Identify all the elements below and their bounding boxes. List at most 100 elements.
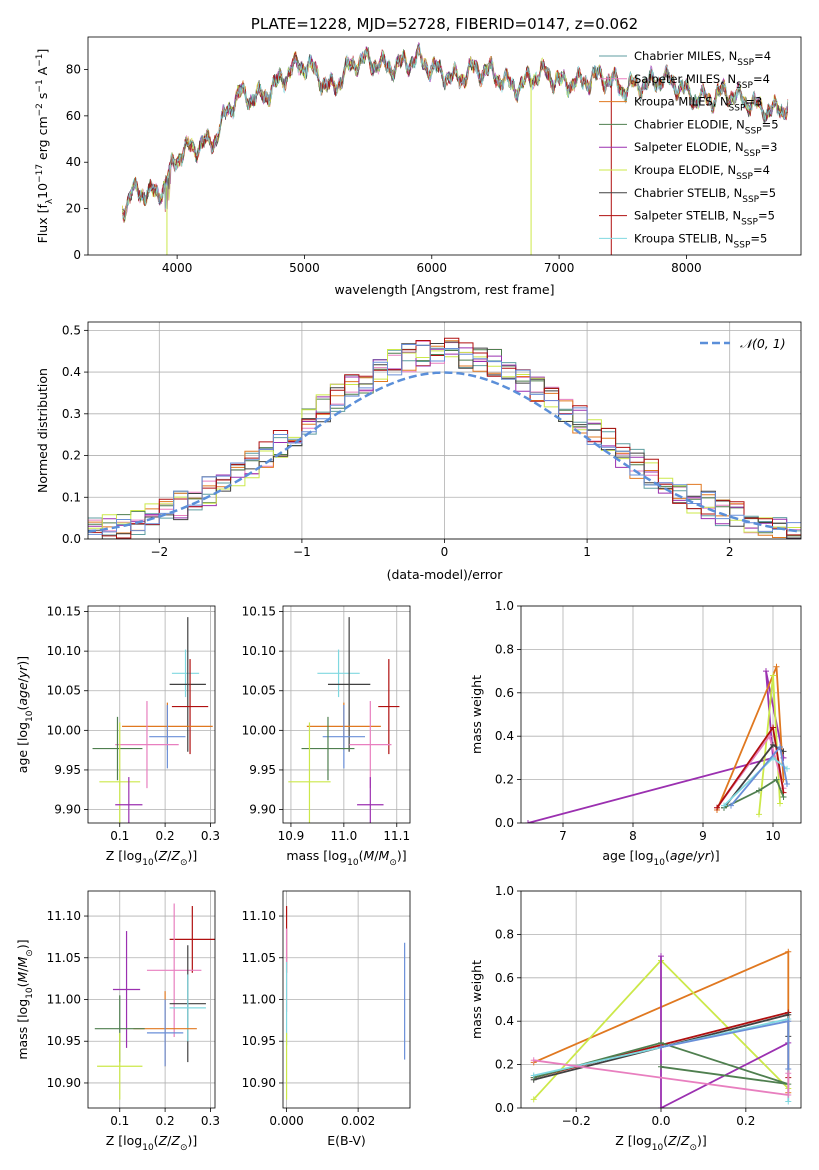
y-axis-label: mass [log10(M/M⊙)] [15,939,35,1059]
weight-line [533,1041,789,1085]
error-bar [149,704,186,769]
error-bar [327,617,371,752]
y-tick-label: 10.05 [242,684,276,698]
y-tick-label: 0.2 [62,449,81,463]
plot-area [285,906,406,1100]
y-axis-label: mass weight [469,960,484,1039]
residual-histogram-panel: −2 −1 0 1 2 0.0 0.1 0.2 0.3 0.4 0.5 (data-model)/er… [35,321,802,582]
y-tick-label: 0.1 [62,490,81,504]
error-bar [322,704,366,769]
y-tick-label: 10.10 [242,644,276,658]
weight-marker [785,1018,792,1025]
x-tick-label: 0.3 [201,829,220,843]
error-bar [349,701,392,789]
x-tick-label: 0.0 [651,1114,670,1128]
error-bar [169,974,206,1042]
legend-label: Salpeter STELIB, NSSP=5 [634,209,775,228]
weight-line [723,778,785,809]
y-tick-label: 11.00 [242,993,276,1007]
ticks: −2 −1 0 1 2 0.0 0.1 0.2 0.3 0.4 0.5 [62,323,734,559]
y-tick-label: 10.00 [47,723,81,737]
x-tick-label: 7000 [544,261,575,275]
x-axis-label: Z [log10(Z/Z⊙)] [615,1133,707,1153]
y-tick-label: 0.0 [495,816,514,830]
x-tick-label: 10.9 [278,829,305,843]
mass-vs-extinction-panel: 0.000 0.002 10.90 10.95 11.00 11.05 11.10 E(B-V… [242,890,411,1148]
y-axis-label: mass weight [469,675,484,754]
ticks: 7 8 9 10 0.0 0.2 0.4 0.6 0.8 1.0 [495,599,781,843]
weight-marker [530,1057,537,1064]
legend-label: Salpeter MILES, NSSP=4 [634,72,770,91]
error-bar [99,722,141,823]
weight-marker [525,820,531,823]
error-bar [169,906,215,973]
y-tick-label: 10.95 [47,1034,81,1048]
weight-marker [658,953,664,960]
plot-area [122,42,789,255]
error-bar [97,1032,143,1100]
y-tick-label: 0.0 [62,532,81,546]
weight-marker [728,802,734,809]
plot-area [92,617,213,823]
x-tick-label: 10 [765,829,780,843]
legend: Chabrier MILES, NSSP=4 Salpeter MILES, NS… [599,49,779,250]
error-bar [301,716,355,781]
legend-label: Kroupa MILES, NSSP=3 [634,95,762,114]
spectrum-line [122,44,789,220]
y-tick-label: 80 [66,62,81,76]
axes-frame [87,321,802,540]
y-tick-label: 10.95 [242,1034,276,1048]
y-tick-label: 11.05 [47,951,81,965]
weight-marker [773,663,780,670]
y-tick-label: 10.90 [242,1076,276,1090]
x-axis-label: Z [log10(Z/Z⊙)] [106,848,198,868]
x-tick-label: −2 [150,545,168,559]
y-axis-label: Flux [fλ10−17 erg cm−2 s−1 A−1] [35,49,55,244]
y-tick-label: 0.4 [495,729,514,743]
y-tick-label: 0.6 [495,686,514,700]
weight-marker [530,1072,537,1079]
y-tick-label: 11.00 [47,993,81,1007]
y-axis-label: Normed distribution [35,368,50,493]
legend-label: 𝒩(0, 1) [740,336,786,351]
x-tick-label: −1 [293,545,311,559]
ticks: 0.1 0.2 0.3 10.90 10.95 11.00 11.05 11.10 [47,909,220,1128]
weight-marker [785,948,792,955]
plot-area [88,337,801,539]
weight-marker [785,1091,792,1098]
x-tick-label: 7 [559,829,567,843]
y-tick-label: 9.95 [54,763,81,777]
plot-area [94,903,215,1100]
axes-frame [87,890,216,1109]
axes-frame [87,605,216,824]
x-tick-label: 0.002 [341,1114,375,1128]
x-tick-label: 9 [699,829,707,843]
error-bar [115,777,143,823]
y-tick-label: 0.3 [62,407,81,421]
axes-frame [87,36,802,256]
y-tick-label: 0.5 [62,323,81,337]
y-axis-label: age [log10(age/yr)] [15,656,35,773]
legend-label: Chabrier ELODIE, NSSP=5 [634,117,779,136]
x-tick-label: 0.1 [110,1114,129,1128]
weight-marker [530,1096,537,1103]
weight-marker [770,672,776,679]
plot-area [530,948,792,1108]
y-tick-label: 10.10 [47,644,81,658]
x-tick-label: 0.2 [156,829,175,843]
mass-weight-vs-metallicity-panel: −0.2 0.0 0.2 0.0 0.2 0.4 0.6 0.8 1.0 Z [log10(Z/Z… [469,884,802,1153]
axes-frame [282,605,411,824]
ticks: 10.9 11.0 11.1 9.90 9.95 10.00 10.05 10.10 10.15 [242,605,410,843]
error-bar [357,777,384,823]
y-tick-label: 0.8 [495,642,514,656]
spectrum-panel: 4000 5000 6000 7000 8000 0 20 40 60 80 PLATE=1228,… [35,15,802,297]
error-bar [115,701,179,789]
age-vs-metallicity-panel: 0.1 0.2 0.3 9.90 9.95 10.00 10.05 10.10 10.15 Z [… [15,605,220,868]
y-tick-label: 0 [73,248,81,262]
histogram-step [88,337,801,539]
y-tick-label: 0.2 [495,773,514,787]
weight-marker [777,800,783,807]
ticks: 0.000 0.002 10.90 10.95 11.00 11.05 11.10 [242,909,376,1128]
mass-weight-vs-age-panel: 7 8 9 10 0.0 0.2 0.4 0.6 0.8 1.0 age [log10(age/yr… [469,599,802,868]
